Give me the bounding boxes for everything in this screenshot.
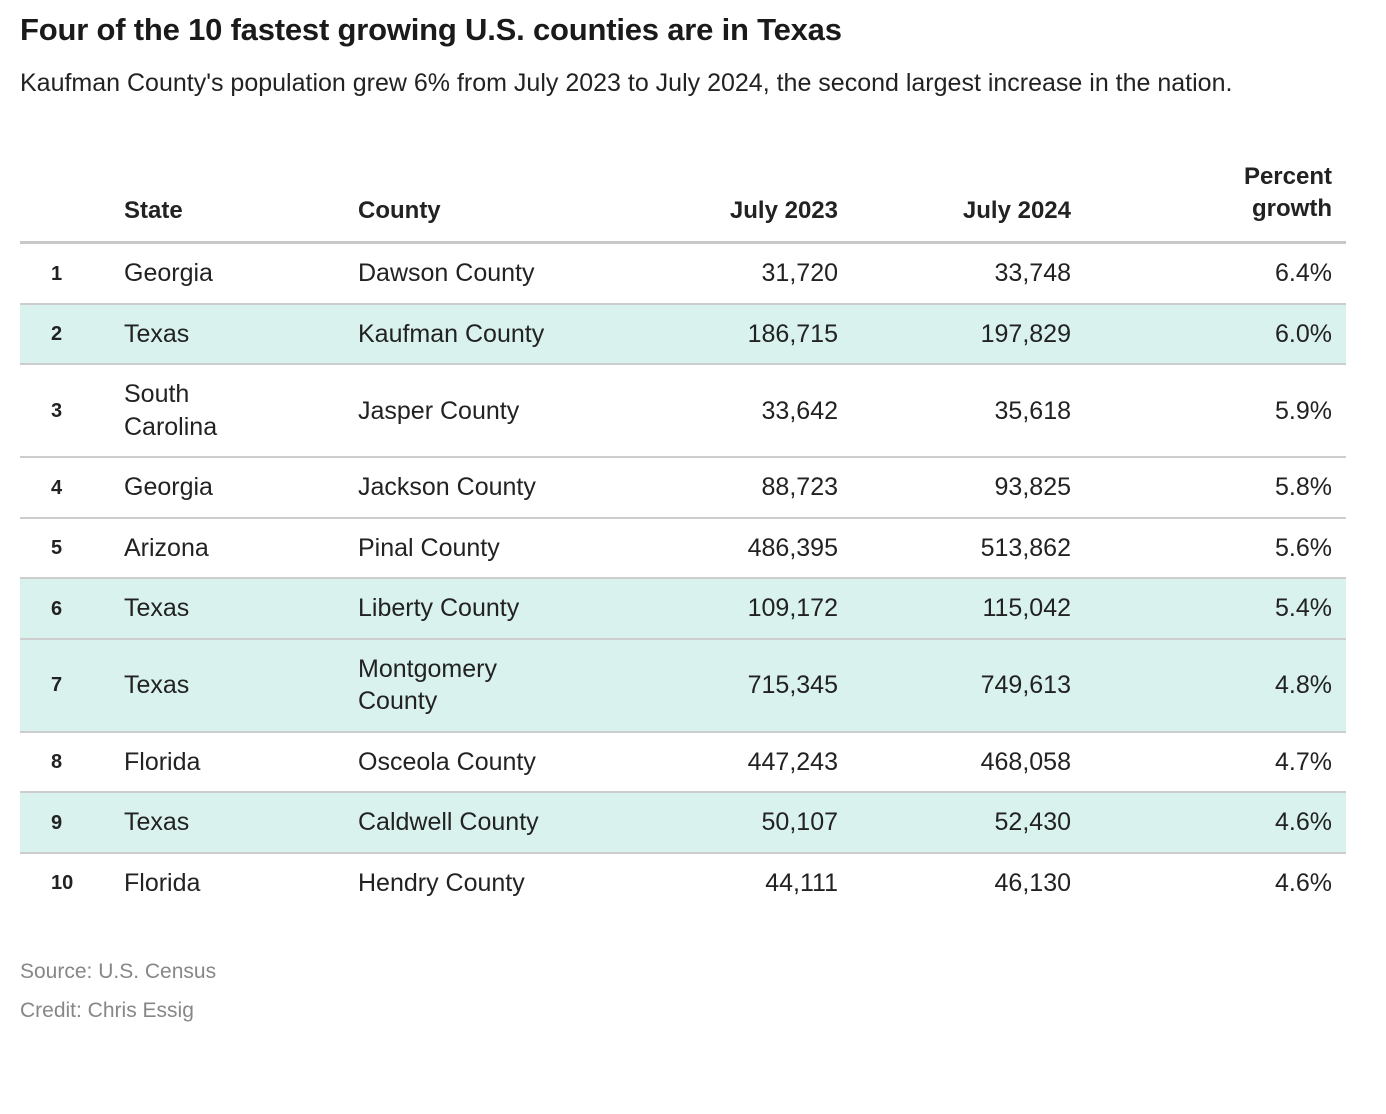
july-2023-cell: 186,715 <box>747 319 838 348</box>
subtitle: Kaufman County's population grew 6% from… <box>20 69 1233 97</box>
july-2024-cell: 33,748 <box>994 259 1071 288</box>
july-2024-cell: 93,825 <box>994 473 1071 502</box>
july-2023-cell: 715,345 <box>747 671 838 700</box>
july-2023-cell: 486,395 <box>747 533 838 562</box>
july-2023-cell: 31,720 <box>761 259 838 288</box>
county-cell: Caldwell County <box>358 808 539 837</box>
july-2024-cell: 115,042 <box>982 594 1071 623</box>
rank-cell: 1 <box>51 262 63 285</box>
county-cell: Montgomery County <box>358 654 497 716</box>
july-2024-cell: 468,058 <box>980 747 1071 776</box>
state-cell: Texas <box>124 671 190 700</box>
county-cell: Pinal County <box>358 533 500 562</box>
state-cell: South Carolina <box>124 380 218 441</box>
page-title: Four of the 10 fastest growing U.S. coun… <box>20 12 842 47</box>
growth-cell: 5.4% <box>1275 594 1332 623</box>
rank-cell: 6 <box>51 597 63 620</box>
rank-cell: 4 <box>51 476 63 499</box>
table-row: 3 South Carolina Jasper County 33,642 35… <box>20 364 1346 458</box>
rank-cell: 7 <box>51 674 63 697</box>
county-cell: Kaufman County <box>358 319 545 348</box>
state-cell: Florida <box>124 747 201 776</box>
state-cell: Arizona <box>124 533 209 562</box>
county-cell: Jasper County <box>358 396 520 425</box>
growth-cell: 4.6% <box>1275 808 1332 837</box>
col-header-state: State <box>124 197 183 225</box>
july-2024-cell: 46,130 <box>994 868 1071 897</box>
source-note: Source: U.S. Census <box>20 960 217 984</box>
rank-cell: 9 <box>51 811 63 834</box>
table-row: 8 Florida Osceola County 447,243 468,058… <box>20 731 1346 793</box>
col-header-july-2023: July 2023 <box>729 197 838 225</box>
july-2023-cell: 447,243 <box>747 747 838 776</box>
rank-cell: 2 <box>51 323 63 346</box>
county-cell: Jackson County <box>358 473 536 502</box>
counties-table: State County July 2023 July 2024 Percent… <box>20 153 1346 913</box>
county-cell: Liberty County <box>358 594 520 623</box>
growth-cell: 5.6% <box>1275 533 1332 562</box>
growth-cell: 5.8% <box>1275 473 1332 502</box>
table-row: 1 Georgia Dawson County 31,720 33,748 6.… <box>20 242 1346 304</box>
rank-cell: 10 <box>51 872 74 895</box>
july-2023-cell: 44,111 <box>765 868 838 897</box>
july-2024-cell: 52,430 <box>994 808 1071 837</box>
july-2024-cell: 749,613 <box>980 671 1071 700</box>
county-cell: Dawson County <box>358 259 535 288</box>
july-2024-cell: 35,618 <box>994 396 1071 425</box>
state-cell: Georgia <box>124 259 213 288</box>
july-2023-cell: 33,642 <box>761 396 838 425</box>
table-row: 6 Texas Liberty County 109,172 115,042 5… <box>20 578 1346 639</box>
state-cell: Texas <box>124 594 190 623</box>
table-row: 5 Arizona Pinal County 486,395 513,862 5… <box>20 517 1346 579</box>
growth-cell: 4.6% <box>1275 868 1332 897</box>
growth-cell: 4.8% <box>1275 671 1332 700</box>
growth-cell: 5.9% <box>1275 396 1332 425</box>
col-header-county: County <box>358 197 441 225</box>
july-2023-cell: 50,107 <box>761 808 838 837</box>
state-cell: Texas <box>124 808 190 837</box>
table-row: 10 Florida Hendry County 44,111 46,130 4… <box>20 852 1346 913</box>
credit-note: Credit: Chris Essig <box>20 999 194 1023</box>
county-cell: Hendry County <box>358 868 525 897</box>
growth-cell: 6.4% <box>1275 259 1332 288</box>
july-2024-cell: 513,862 <box>980 533 1071 562</box>
growth-cell: 4.7% <box>1275 747 1332 776</box>
state-cell: Texas <box>124 319 190 348</box>
table-chart-container: Four of the 10 fastest growing U.S. coun… <box>20 12 1346 1023</box>
rank-cell: 8 <box>51 751 63 774</box>
july-2024-cell: 197,829 <box>980 319 1071 348</box>
col-header-percent-growth-label: Percent growth <box>1243 162 1332 222</box>
col-header-percent-growth: Percent growth <box>1071 153 1346 243</box>
county-cell: Osceola County <box>358 747 536 776</box>
state-cell: Florida <box>124 868 201 897</box>
july-2023-cell: 88,723 <box>761 473 838 502</box>
col-header-rank <box>20 153 124 243</box>
rank-cell: 3 <box>51 399 63 422</box>
col-header-july-2024: July 2024 <box>962 197 1071 225</box>
growth-cell: 6.0% <box>1275 319 1332 348</box>
table-row: 9 Texas Caldwell County 50,107 52,430 4.… <box>20 792 1346 853</box>
table-row: 4 Georgia Jackson County 88,723 93,825 5… <box>20 457 1346 518</box>
table-row: 7 Texas Montgomery County 715,345 749,61… <box>20 638 1346 732</box>
table-body: 1 Georgia Dawson County 31,720 33,748 6.… <box>20 242 1346 913</box>
july-2023-cell: 109,172 <box>747 594 838 623</box>
table-header-row: State County July 2023 July 2024 Percent… <box>20 153 1346 243</box>
rank-cell: 5 <box>51 537 63 560</box>
state-cell: Georgia <box>124 473 213 502</box>
table-row: 2 Texas Kaufman County 186,715 197,829 6… <box>20 303 1346 365</box>
